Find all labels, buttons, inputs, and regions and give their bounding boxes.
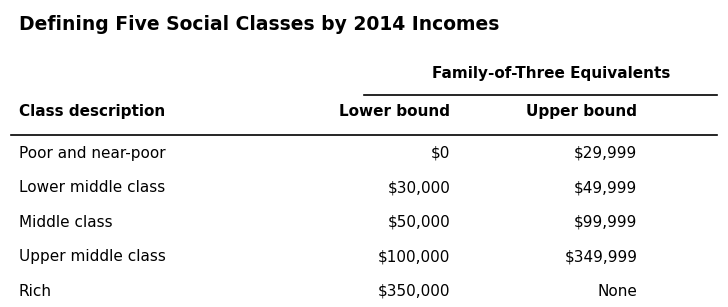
Text: Lower middle class: Lower middle class [18,181,165,195]
Text: $49,999: $49,999 [574,181,638,195]
Text: $100,000: $100,000 [378,249,451,264]
Text: Upper bound: Upper bound [526,104,638,119]
Text: $0: $0 [431,146,451,161]
Text: $29,999: $29,999 [574,146,638,161]
Text: Middle class: Middle class [18,215,112,230]
Text: Defining Five Social Classes by 2014 Incomes: Defining Five Social Classes by 2014 Inc… [18,15,499,34]
Text: Family-of-Three Equivalents: Family-of-Three Equivalents [432,66,670,81]
Text: $350,000: $350,000 [378,284,451,299]
Text: Upper middle class: Upper middle class [18,249,165,264]
Text: $349,999: $349,999 [564,249,638,264]
Text: $50,000: $50,000 [387,215,451,230]
Text: $30,000: $30,000 [387,181,451,195]
Text: Rich: Rich [18,284,52,299]
Text: Class description: Class description [18,104,165,119]
Text: None: None [598,284,638,299]
Text: Poor and near-poor: Poor and near-poor [18,146,165,161]
Text: Lower bound: Lower bound [339,104,451,119]
Text: $99,999: $99,999 [574,215,638,230]
